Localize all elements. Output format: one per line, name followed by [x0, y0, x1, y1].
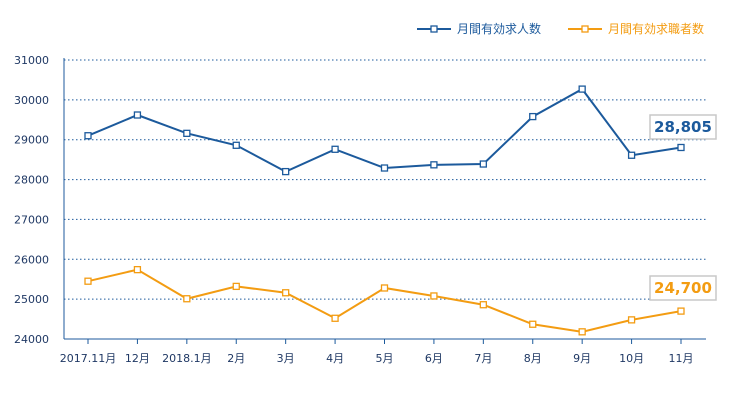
callout-box	[649, 114, 717, 140]
data-point	[529, 112, 537, 121]
x-tick-label: 8月	[524, 352, 542, 365]
data-point	[677, 143, 685, 152]
data-point	[430, 292, 438, 300]
y-tick-label: 28000	[14, 174, 49, 187]
data-point	[183, 129, 191, 137]
x-tick-label: 2017.11月	[60, 352, 117, 365]
series	[84, 85, 685, 336]
legend: 月間有効求人数 月間有効求職者数	[417, 21, 704, 36]
data-point	[232, 141, 240, 149]
y-tick-label: 31000	[14, 54, 49, 67]
x-tick-label: 4月	[326, 352, 344, 365]
y-tick-label: 26000	[14, 253, 49, 266]
data-point	[133, 111, 142, 119]
y-tick-label: 24000	[14, 333, 49, 346]
data-point	[578, 85, 586, 93]
x-tick-label: 5月	[376, 352, 394, 365]
legend-marker	[430, 25, 438, 33]
y-tick-label: 29000	[14, 134, 49, 147]
x-tick-label: 10月	[619, 352, 644, 365]
x-tick-label: 2018.1月	[162, 352, 212, 365]
legend-label: 月間有効求人数	[457, 21, 541, 36]
series-line	[87, 268, 682, 333]
legend-item: 月間有効求人数	[417, 21, 541, 36]
y-tick-label: 27000	[14, 213, 49, 226]
data-point	[183, 295, 191, 303]
y-axis: 31000 30000 29000 28000 27000 26000 25000 24000	[14, 54, 49, 346]
series-2	[84, 265, 685, 336]
series-line	[87, 87, 682, 173]
callouts: 28,805 24,700	[649, 114, 717, 301]
y-tick-label: 30000	[14, 94, 49, 107]
data-point	[331, 314, 339, 322]
legend-label: 月間有効求職者数	[608, 21, 704, 36]
data-point	[282, 289, 290, 297]
x-tick-label: 6月	[425, 352, 443, 365]
data-point	[479, 301, 487, 309]
value-callout: 28,805	[649, 114, 717, 140]
data-point	[380, 164, 389, 172]
x-tick-label: 3月	[277, 352, 295, 365]
data-point	[627, 316, 636, 324]
data-point	[380, 284, 389, 292]
x-tick-label: 9月	[573, 352, 591, 365]
data-point	[133, 265, 142, 274]
data-point	[627, 151, 636, 159]
data-point	[479, 160, 487, 168]
value-callout: 24,700	[649, 275, 717, 301]
x-axis: 2017.11月 12月 2018.1月 2月 3月 4月 5月 6月 7月 8月 9月 10月 11月	[60, 339, 694, 365]
data-point	[84, 132, 92, 140]
x-tick-label: 2月	[227, 352, 245, 365]
callout-value: 24,700	[654, 279, 712, 297]
x-tick-label: 7月	[474, 352, 492, 365]
data-point	[430, 161, 438, 169]
data-point	[578, 328, 586, 336]
data-point	[529, 320, 537, 328]
callout-box	[649, 275, 717, 301]
data-point	[331, 145, 339, 153]
data-point	[677, 307, 685, 315]
y-tick-label: 25000	[14, 293, 49, 306]
x-tick-label: 12月	[125, 352, 150, 365]
legend-marker	[581, 25, 589, 33]
callout-value: 28,805	[654, 118, 712, 136]
data-point	[84, 277, 92, 285]
data-point	[282, 167, 290, 176]
x-tick-label: 11月	[669, 352, 694, 365]
data-point	[232, 282, 240, 291]
legend-item: 月間有効求職者数	[568, 21, 704, 36]
grid	[63, 58, 706, 340]
series-1	[84, 85, 685, 176]
